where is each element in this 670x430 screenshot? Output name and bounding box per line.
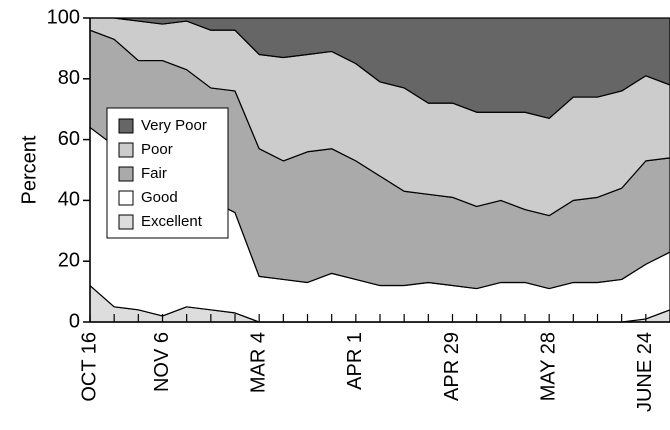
legend-label: Fair (141, 165, 167, 182)
legend-label: Good (141, 189, 178, 206)
legend-label: Poor (141, 141, 173, 158)
y-tick-label: 100 (47, 6, 80, 28)
y-tick-label: 40 (58, 189, 80, 211)
legend-label: Very Poor (141, 117, 207, 134)
y-tick-label: 0 (69, 310, 80, 332)
x-tick-label: MAR 4 (247, 332, 269, 393)
legend-swatch (118, 190, 134, 206)
y-axis-label: Percent (18, 135, 40, 204)
x-tick-label: APR 1 (344, 332, 366, 390)
legend-swatch (118, 142, 134, 158)
x-tick-label: NOV 6 (151, 332, 173, 392)
x-tick-label: OCT 16 (78, 332, 100, 402)
legend-swatch (118, 214, 134, 230)
legend-swatch (118, 166, 134, 182)
x-tick-label: JUNE 24 (634, 332, 656, 412)
y-tick-label: 60 (58, 128, 80, 150)
area (89, 17, 670, 119)
legend-swatch (118, 118, 134, 134)
legend-label: Excellent (141, 213, 203, 230)
y-tick-label: 20 (58, 249, 80, 271)
x-tick-label: MAY 28 (537, 332, 559, 401)
x-tick-label: APR 29 (441, 332, 463, 401)
y-tick-label: 80 (58, 67, 80, 89)
